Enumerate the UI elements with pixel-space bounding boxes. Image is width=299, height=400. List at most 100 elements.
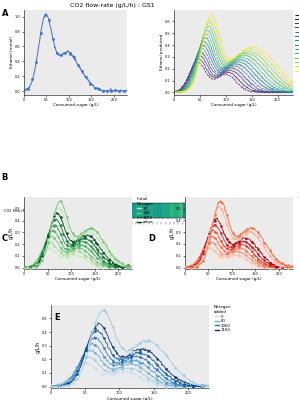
Point	[125, 264, 130, 271]
Point	[34, 260, 39, 267]
Point	[231, 243, 236, 250]
Point	[102, 335, 106, 342]
Point	[268, 256, 272, 263]
Point	[40, 251, 45, 258]
Point	[268, 262, 272, 269]
Point	[155, 382, 160, 388]
Point	[182, 264, 187, 271]
Point	[182, 383, 187, 389]
Point	[268, 264, 272, 270]
Point	[58, 245, 63, 252]
Point	[182, 376, 187, 383]
Point	[113, 256, 118, 262]
Point	[34, 261, 39, 267]
Point	[119, 344, 124, 351]
Point	[200, 246, 205, 253]
Point	[113, 86, 118, 93]
Point	[48, 383, 53, 390]
Point	[237, 233, 242, 239]
Point	[48, 382, 53, 388]
Point	[63, 50, 68, 56]
Point	[194, 262, 199, 268]
Point	[164, 380, 169, 386]
Point	[22, 264, 26, 271]
Point	[249, 248, 254, 254]
Point	[40, 252, 45, 258]
Point	[38, 30, 43, 37]
Point	[84, 345, 89, 351]
Point	[83, 238, 87, 245]
Point	[55, 50, 60, 56]
Point	[57, 382, 62, 388]
Point	[199, 382, 204, 388]
Point	[188, 264, 193, 271]
Point	[255, 258, 260, 265]
Point	[243, 256, 248, 262]
Point	[93, 357, 97, 363]
Point	[95, 259, 100, 266]
Point	[83, 253, 87, 259]
Point	[213, 235, 217, 241]
Y-axis label: Ethanol (mmol): Ethanol (mmol)	[10, 36, 14, 68]
Point	[40, 248, 45, 254]
Point	[194, 258, 199, 264]
Point	[42, 12, 47, 18]
Point	[207, 232, 211, 238]
Point	[182, 264, 187, 270]
Point	[57, 383, 62, 390]
Point	[146, 377, 151, 384]
Point	[194, 262, 199, 268]
Point	[102, 374, 106, 380]
Point	[95, 235, 100, 241]
Point	[107, 264, 112, 270]
Point	[125, 262, 130, 269]
Point	[200, 248, 205, 255]
Point	[64, 246, 69, 252]
Point	[268, 259, 272, 266]
X-axis label: Consumed sugar (g/L): Consumed sugar (g/L)	[107, 396, 152, 400]
Point	[58, 214, 63, 220]
Point	[76, 62, 80, 69]
Point	[119, 264, 124, 271]
Point	[48, 383, 53, 390]
Point	[280, 263, 285, 269]
Point	[146, 359, 151, 365]
Point	[58, 257, 63, 264]
Point	[95, 246, 100, 252]
Point	[22, 264, 26, 271]
Point	[137, 378, 142, 384]
Point	[26, 86, 30, 92]
Point	[249, 234, 254, 240]
Point	[83, 259, 87, 266]
Point	[146, 337, 151, 344]
Point	[225, 254, 230, 260]
Point	[93, 365, 97, 371]
Point	[66, 380, 71, 386]
Point	[64, 254, 69, 261]
Point	[34, 260, 39, 266]
Point	[80, 68, 85, 74]
Point	[40, 253, 45, 259]
Point	[34, 261, 39, 268]
Point	[280, 264, 285, 270]
Point	[48, 384, 53, 390]
Point	[22, 264, 26, 271]
Point	[146, 375, 151, 382]
Point	[64, 249, 69, 256]
Point	[107, 257, 112, 264]
Point	[58, 231, 63, 238]
Point	[58, 248, 63, 255]
Text: CO2 flow-rate (g/L/h) : GS1: CO2 flow-rate (g/L/h) : GS1	[70, 3, 154, 8]
Point	[194, 259, 199, 265]
Point	[93, 350, 97, 356]
Point	[137, 374, 142, 380]
Point	[261, 264, 266, 270]
Point	[286, 264, 291, 271]
Point	[64, 214, 69, 220]
Point	[146, 348, 151, 354]
Point	[70, 242, 75, 248]
Point	[75, 371, 80, 377]
Point	[34, 58, 39, 65]
Point	[155, 366, 160, 372]
Point	[70, 238, 75, 245]
